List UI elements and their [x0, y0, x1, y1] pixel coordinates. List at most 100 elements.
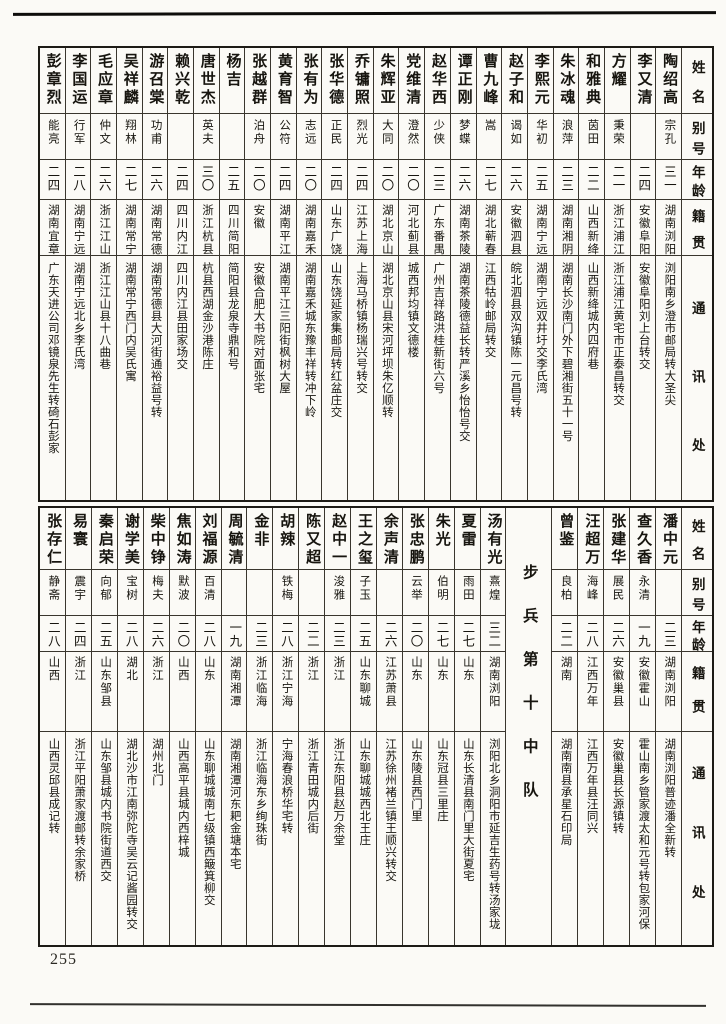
person-alias: 泊舟 [252, 119, 265, 146]
person-native: 安徽阜阳 [637, 204, 650, 256]
person-age-cell: 二七 [476, 160, 502, 200]
header-address-label: 通讯处 [689, 301, 705, 500]
person-age-cell: 二〇 [245, 160, 270, 200]
person-alias-cell: 梅夫 [143, 570, 169, 616]
person-alias: 震宇 [73, 575, 86, 602]
person-address: 浙江东阳县赵万余堂 [332, 738, 345, 846]
person-name: 潘中元 [661, 513, 678, 567]
person-native-cell: 山西新绛 [579, 200, 604, 256]
person-native-cell: 湖南湘潭 [221, 652, 247, 732]
person-native: 湖南浏阳 [663, 656, 676, 708]
person-column: 查久香 永清 一九 安徽霍山 霍山南乡管家渡太和元号转包家河保 [629, 508, 656, 945]
person-native-cell: 安徽霍山 [630, 652, 656, 732]
person-alias: 正民 [329, 119, 342, 146]
person-name: 杨吉 [224, 53, 241, 89]
person-name: 赵子和 [507, 53, 524, 107]
person-address-cell: 湖南宁远双井圩交李氏湾 [528, 256, 553, 500]
person-name-cell: 夏雷 [454, 508, 480, 570]
person-alias-cell: 翔林 [116, 114, 142, 160]
person-age: 二四 [276, 165, 291, 192]
person-address: 浙江青田城内后街 [306, 738, 319, 834]
person-age-cell: 二二 [579, 160, 604, 200]
person-name-cell: 柴中铮 [143, 508, 169, 570]
person-name: 柴中铮 [148, 513, 165, 567]
header-native: 籍贯 [682, 200, 712, 256]
person-column: 胡辣 铁梅 二八 浙江宁海 宁海春浪桥华宅转 [272, 508, 299, 945]
person-native-cell: 浙江宁海 [273, 652, 299, 732]
person-name-cell: 曹九峰 [476, 48, 502, 114]
person-address-cell: 安徽巢县长源镇转 [604, 732, 629, 945]
person-age-cell: 二二 [552, 616, 578, 652]
person-native: 浙江江山 [98, 204, 111, 256]
person-native: 浙江 [150, 656, 163, 682]
person-name-cell: 张建华 [604, 508, 630, 570]
person-native-cell: 广东番禺 [425, 200, 450, 256]
person-address: 湖南嘉禾城东豫丰祥转冲下岭 [303, 262, 316, 418]
person-native: 江苏上海 [355, 204, 368, 256]
person-alias: 雨田 [461, 575, 474, 602]
person-alias-cell: 烈光 [348, 114, 373, 160]
person-address-cell: 湖南宁远北乡李氏湾 [66, 256, 91, 500]
person-alias: 梅夫 [150, 575, 163, 602]
person-age: 二三 [559, 165, 574, 192]
person-name: 周毓清 [226, 513, 243, 567]
person-alias: 谒如 [509, 119, 522, 146]
person-age-cell: 二四 [168, 160, 193, 200]
person-alias-cell: 梦蝶 [450, 114, 476, 160]
person-name-cell: 黄育智 [271, 48, 296, 114]
person-native: 湖南宁远 [534, 204, 547, 256]
person-column: 金非 二三 浙江临海 浙江临海东乡绚珠街 [246, 508, 273, 945]
person-age-cell: 二三 [325, 616, 351, 652]
person-native-cell: 湖南浏阳 [656, 652, 681, 732]
person-age: 二六 [96, 165, 111, 192]
person-native: 山东 [435, 656, 448, 682]
person-age-cell: 二六 [143, 616, 169, 652]
person-column: 彭章烈 能亮 二四 湖南宜章 广东天进公司邓镜泉先生转碕石彭家 [39, 48, 65, 500]
person-age: 二八 [584, 621, 599, 648]
person-alias-cell: 铁梅 [273, 570, 299, 616]
person-address: 霍山南乡管家渡太和元号转包家河保 [637, 738, 650, 930]
person-age: 二八 [279, 621, 294, 648]
person-age: 二五 [533, 165, 548, 192]
header-column: 姓名 别号 年龄 籍贯 通讯处 [681, 48, 712, 500]
person-column: 陶绍高 宗孔 三一 湖南浏阳 浏阳南乡澄市邮局转大圣尖 [655, 48, 681, 500]
person-alias: 公符 [278, 119, 291, 146]
person-address: 浏阳南乡澄市邮局转大圣尖 [663, 262, 676, 406]
person-native: 安徽泗县 [509, 204, 522, 256]
person-alias: 子玉 [358, 575, 371, 602]
person-age-cell: 二八 [195, 616, 221, 652]
person-column: 赖兴乾 二四 四川内江 四川内江县田家场交 [167, 48, 193, 500]
person-address: 湖南长沙南门外下碧湘街五十一号 [560, 262, 573, 442]
person-name-cell: 赖兴乾 [168, 48, 193, 114]
person-address: 山西新绛城内四府巷 [586, 262, 599, 370]
roster-table-bottom: 姓名 别号 年龄 籍贯 通讯处 潘中元 二三 湖南浏阳 湖南浏阳普迹潘全新转 查… [38, 506, 714, 947]
person-alias-cell [168, 114, 193, 160]
person-alias-cell: 雨田 [454, 570, 480, 616]
person-address-cell: 山东聊城城南七级镇西簸箕柳交 [196, 732, 221, 945]
person-name: 夏雷 [459, 513, 476, 549]
person-name-cell: 焦如涛 [169, 508, 195, 570]
person-name: 和雅典 [584, 53, 601, 107]
person-alias: 翔林 [123, 119, 136, 146]
person-name-cell: 谭正刚 [450, 48, 476, 114]
person-native-cell: 山东 [428, 652, 454, 732]
header-alias-label: 别号 [689, 577, 705, 616]
person-native-cell: 湖南常宁 [116, 200, 142, 256]
person-name: 焦如涛 [174, 513, 191, 567]
person-address: 湖南常宁西门内吴氏寓 [123, 262, 136, 382]
person-name-cell: 吴祥麟 [116, 48, 142, 114]
person-alias: 梦蝶 [457, 119, 470, 146]
person-age-cell: 二八 [578, 616, 604, 652]
person-alias: 浪萍 [560, 119, 573, 146]
person-native: 山东邹县 [99, 656, 112, 708]
person-column: 王之玺 子玉 二五 山东聊城 山东聊城城西北王庄 [350, 508, 376, 945]
person-column: 黄育智 公符 二四 湖南平江 湖南平江三阳街枫树大屋 [270, 48, 296, 500]
person-name: 曹九峰 [481, 53, 498, 107]
person-native: 湖南宜章 [46, 204, 59, 256]
person-column: 张有为 志远 二〇 湖南嘉禾 湖南嘉禾城东豫丰祥转冲下岭 [295, 48, 322, 500]
person-name-cell: 张有为 [296, 48, 322, 114]
person-address-cell: 安徽合肥大书院对面张宅 [245, 256, 270, 500]
person-age: 二〇 [408, 621, 423, 648]
person-address: 浏阳北乡洞阳市延吉生药号转汤家垅 [487, 738, 500, 930]
person-age: 二七 [482, 165, 497, 192]
